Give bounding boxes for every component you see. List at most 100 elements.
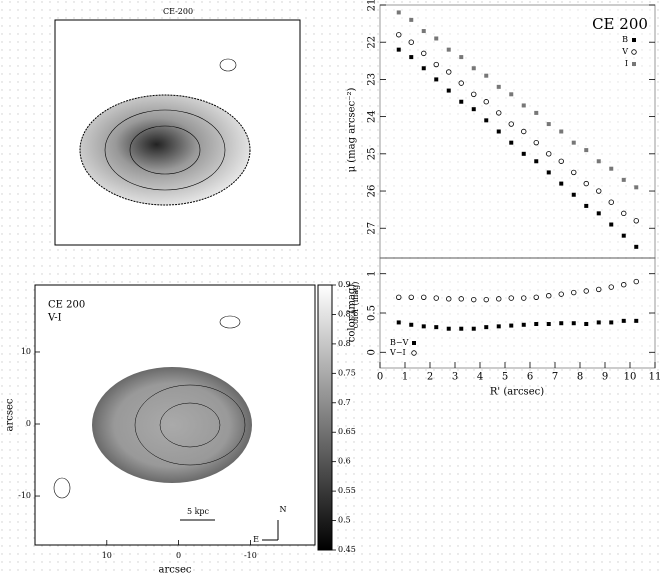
contour (159, 402, 221, 448)
data-point (458, 80, 464, 86)
data-point (459, 55, 464, 60)
data-point (471, 91, 477, 97)
contour (104, 109, 226, 191)
data-point (421, 66, 426, 71)
data-point (396, 320, 401, 325)
y-tick-label: 27 (367, 222, 378, 235)
legend-marker (411, 350, 417, 356)
x-tick-label: 0 (377, 372, 383, 383)
data-point (509, 140, 514, 145)
data-point (596, 320, 601, 325)
y-tick-label: 10 (21, 347, 31, 356)
data-point (471, 296, 477, 303)
data-point (446, 88, 451, 93)
legend-marker (632, 62, 636, 66)
colorbar-tick-label: 0.65 (338, 427, 356, 436)
data-point (621, 233, 626, 238)
panel-subtitle: V-I (47, 313, 62, 324)
data-point (508, 121, 514, 127)
legend-marker (412, 341, 416, 345)
y-tick-label: 26 (367, 185, 378, 198)
x-axis-label: R' (arcsec) (490, 387, 544, 398)
data-point (446, 296, 452, 302)
data-point (621, 282, 627, 288)
data-point (409, 17, 414, 22)
x-tick-label: 6 (527, 372, 533, 383)
data-point (559, 129, 564, 134)
colorbar-tick-label: 0.8 (338, 339, 351, 348)
y-axis-label: arcsec (5, 398, 16, 431)
data-point (584, 203, 589, 208)
contour (219, 315, 241, 329)
legend-marker (631, 49, 637, 55)
x-tick-label: 3 (452, 372, 458, 383)
colorbar-label: color (mag) (351, 282, 360, 329)
legend-label: B−V (390, 338, 409, 347)
data-point (458, 296, 464, 302)
data-point (534, 110, 539, 115)
data-point (471, 326, 476, 331)
data-point (571, 321, 576, 326)
data-point (408, 294, 414, 300)
x-tick-label: -10 (244, 551, 257, 560)
contour (134, 384, 246, 466)
data-point (446, 69, 452, 75)
data-point (434, 77, 439, 82)
data-point (571, 169, 577, 176)
colorbar-tick-label: 0.85 (338, 309, 356, 318)
data-point (534, 322, 539, 326)
data-point (583, 288, 589, 294)
data-point (421, 29, 426, 34)
east-label: E (253, 535, 259, 544)
legend-label: V−I (389, 348, 406, 357)
data-point (409, 322, 414, 327)
x-tick-label: 10 (102, 551, 112, 560)
data-point (596, 286, 602, 293)
y-axis-label: color (mag) (347, 284, 358, 343)
data-point (433, 61, 439, 68)
data-point (409, 55, 414, 60)
legend-label: I (625, 59, 628, 68)
data-point (559, 181, 564, 186)
x-tick-label: 8 (577, 372, 583, 383)
color-map-panel: CE 200 V-I 5 kpc N E arcsec arcsec (5, 284, 333, 576)
colorbar-tick-label: 0.75 (338, 368, 356, 377)
north-label: N (280, 505, 287, 514)
galaxy (79, 94, 251, 206)
data-point (546, 170, 551, 175)
x-axis-label: arcsec (159, 565, 192, 576)
data-point (609, 166, 614, 171)
data-point (483, 99, 489, 105)
panel-title: CE-200 (163, 7, 193, 16)
data-point (446, 47, 451, 52)
data-point (633, 218, 639, 224)
data-point (484, 73, 489, 78)
data-point (508, 295, 514, 301)
legend-label: B (622, 35, 628, 44)
data-point (459, 99, 464, 104)
y-tick-label: 0.5 (367, 305, 378, 321)
y-tick-label: 1 (367, 271, 378, 277)
data-point (533, 294, 539, 300)
contour (129, 125, 201, 175)
data-point (396, 32, 402, 38)
data-point (471, 107, 476, 112)
data-point (558, 158, 564, 164)
data-point (396, 47, 401, 52)
data-point (408, 39, 414, 45)
data-point (421, 294, 427, 300)
data-point (396, 294, 402, 300)
plot-title: CE 200 (592, 15, 648, 33)
data-point (546, 151, 552, 157)
x-tick-label: 1 (402, 372, 408, 383)
data-point (521, 295, 527, 301)
plot-frame (379, 257, 656, 369)
x-tick-label: 2 (427, 372, 433, 383)
data-point (421, 50, 427, 57)
colorbar-tick-label: 0.55 (338, 486, 356, 495)
x-tick-label: 4 (477, 372, 483, 383)
data-point (446, 326, 451, 331)
data-point (546, 293, 552, 299)
data-point (534, 159, 539, 164)
y-tick-label: 0 (26, 419, 31, 428)
